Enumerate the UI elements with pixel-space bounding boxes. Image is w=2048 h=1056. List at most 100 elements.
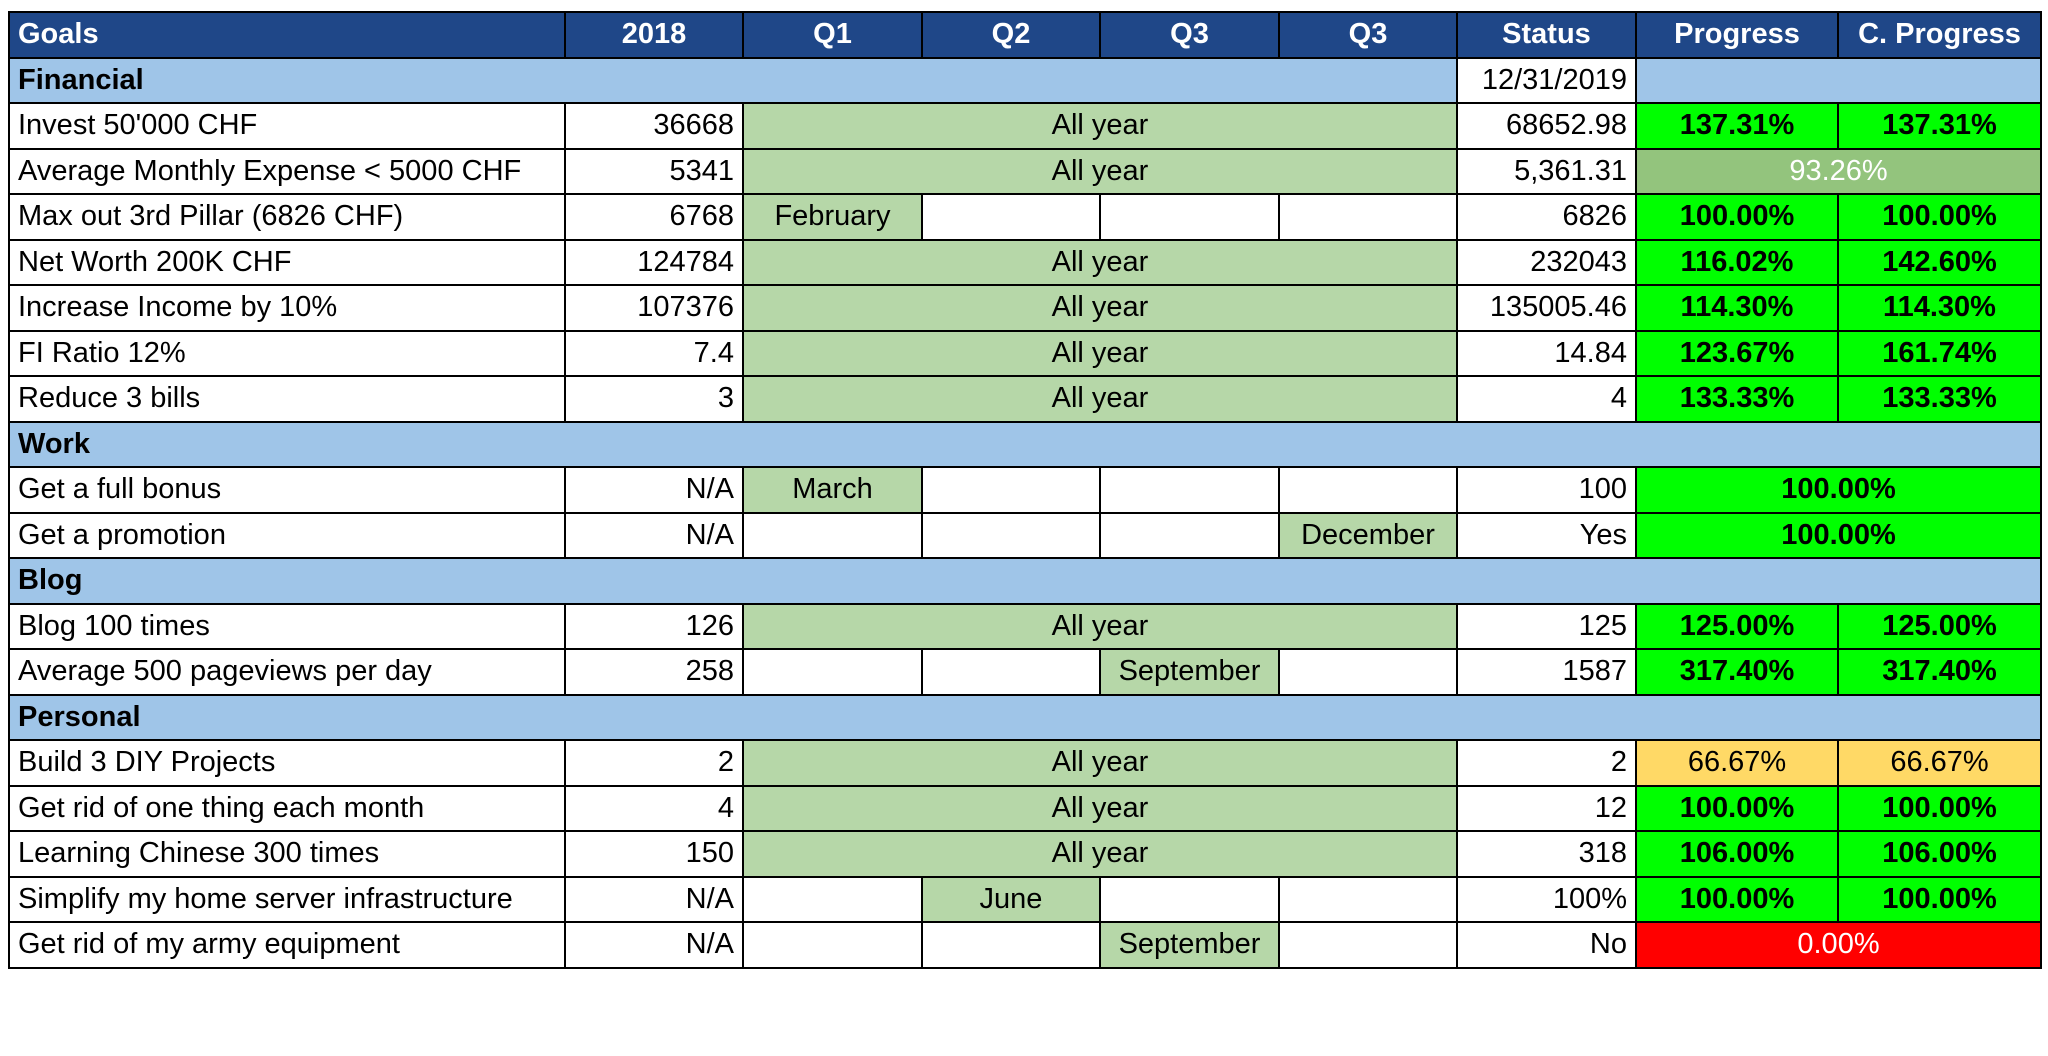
goal-cell[interactable]: Invest 50'000 CHF bbox=[8, 102, 566, 150]
q2-cell[interactable] bbox=[921, 921, 1101, 969]
period-cell[interactable]: All year bbox=[742, 739, 1458, 787]
year-2018-cell[interactable]: N/A bbox=[564, 466, 744, 514]
status-cell[interactable]: 4 bbox=[1456, 375, 1637, 423]
status-cell[interactable]: 2 bbox=[1456, 739, 1637, 787]
goal-cell[interactable]: Net Worth 200K CHF bbox=[8, 238, 566, 286]
progress-cell[interactable]: 114.30% bbox=[1635, 284, 1839, 332]
q1-cell[interactable] bbox=[742, 921, 923, 969]
q4-cell[interactable]: December bbox=[1278, 511, 1458, 559]
goal-cell[interactable]: FI Ratio 12% bbox=[8, 329, 566, 377]
year-2018-cell[interactable]: 258 bbox=[564, 648, 744, 696]
period-cell[interactable]: All year bbox=[742, 784, 1458, 832]
status-cell[interactable]: 125 bbox=[1456, 602, 1637, 650]
q3-cell[interactable] bbox=[1099, 511, 1280, 559]
q3-cell[interactable] bbox=[1099, 466, 1280, 514]
c-progress-cell[interactable]: 114.30% bbox=[1837, 284, 2042, 332]
goal-cell[interactable]: Build 3 DIY Projects bbox=[8, 739, 566, 787]
status-cell[interactable]: 6826 bbox=[1456, 193, 1637, 241]
year-2018-cell[interactable]: N/A bbox=[564, 875, 744, 923]
status-cell[interactable]: 318 bbox=[1456, 830, 1637, 878]
progress-cell[interactable]: 100.00% bbox=[1635, 193, 1839, 241]
header-q2[interactable]: Q2 bbox=[921, 11, 1101, 59]
goal-cell[interactable]: Simplify my home server infrastructure bbox=[8, 875, 566, 923]
status-cell[interactable]: 135005.46 bbox=[1456, 284, 1637, 332]
status-cell[interactable]: 100% bbox=[1456, 875, 1637, 923]
goal-cell[interactable]: Get a promotion bbox=[8, 511, 566, 559]
q1-cell[interactable]: February bbox=[742, 193, 923, 241]
goal-cell[interactable]: Get rid of one thing each month bbox=[8, 784, 566, 832]
q3-cell[interactable] bbox=[1099, 875, 1280, 923]
progress-cell[interactable]: 100.00% bbox=[1635, 875, 1839, 923]
q1-cell[interactable] bbox=[742, 648, 923, 696]
c-progress-cell[interactable]: 137.31% bbox=[1837, 102, 2042, 150]
q3-cell[interactable]: September bbox=[1099, 921, 1280, 969]
progress-cell[interactable]: 0.00% bbox=[1635, 921, 2042, 969]
status-cell[interactable]: Yes bbox=[1456, 511, 1637, 559]
c-progress-cell[interactable]: 106.00% bbox=[1837, 830, 2042, 878]
status-cell[interactable]: 14.84 bbox=[1456, 329, 1637, 377]
progress-cell[interactable]: 116.02% bbox=[1635, 238, 1839, 286]
goal-cell[interactable]: Increase Income by 10% bbox=[8, 284, 566, 332]
header-status[interactable]: Status bbox=[1456, 11, 1637, 59]
section-title-financial[interactable]: Financial bbox=[8, 56, 1458, 104]
q4-cell[interactable] bbox=[1278, 648, 1458, 696]
progress-cell[interactable]: 123.67% bbox=[1635, 329, 1839, 377]
progress-cell[interactable]: 66.67% bbox=[1635, 739, 1839, 787]
year-2018-cell[interactable]: 126 bbox=[564, 602, 744, 650]
period-cell[interactable]: All year bbox=[742, 602, 1458, 650]
goal-cell[interactable]: Average 500 pageviews per day bbox=[8, 648, 566, 696]
period-cell[interactable]: All year bbox=[742, 375, 1458, 423]
year-2018-cell[interactable]: N/A bbox=[564, 511, 744, 559]
q2-cell[interactable]: June bbox=[921, 875, 1101, 923]
q4-cell[interactable] bbox=[1278, 875, 1458, 923]
status-cell[interactable]: No bbox=[1456, 921, 1637, 969]
progress-cell[interactable]: 125.00% bbox=[1635, 602, 1839, 650]
progress-cell[interactable]: 106.00% bbox=[1635, 830, 1839, 878]
c-progress-cell[interactable]: 100.00% bbox=[1837, 193, 2042, 241]
c-progress-cell[interactable]: 100.00% bbox=[1837, 875, 2042, 923]
period-cell[interactable]: All year bbox=[742, 102, 1458, 150]
year-2018-cell[interactable]: 4 bbox=[564, 784, 744, 832]
header-goals[interactable]: Goals bbox=[8, 11, 566, 59]
period-cell[interactable]: All year bbox=[742, 284, 1458, 332]
period-cell[interactable]: All year bbox=[742, 238, 1458, 286]
goal-cell[interactable]: Learning Chinese 300 times bbox=[8, 830, 566, 878]
section-date[interactable]: 12/31/2019 bbox=[1456, 56, 1637, 104]
q4-cell[interactable] bbox=[1278, 193, 1458, 241]
q1-cell[interactable]: March bbox=[742, 466, 923, 514]
goal-cell[interactable]: Get rid of my army equipment bbox=[8, 921, 566, 969]
c-progress-cell[interactable]: 125.00% bbox=[1837, 602, 2042, 650]
goal-cell[interactable]: Blog 100 times bbox=[8, 602, 566, 650]
header-c-progress[interactable]: C. Progress bbox=[1837, 11, 2042, 59]
section-title-work[interactable]: Work bbox=[8, 420, 2042, 468]
progress-cell[interactable]: 317.40% bbox=[1635, 648, 1839, 696]
year-2018-cell[interactable]: 7.4 bbox=[564, 329, 744, 377]
c-progress-cell[interactable]: 133.33% bbox=[1837, 375, 2042, 423]
year-2018-cell[interactable]: 107376 bbox=[564, 284, 744, 332]
status-cell[interactable]: 1587 bbox=[1456, 648, 1637, 696]
year-2018-cell[interactable]: 2 bbox=[564, 739, 744, 787]
status-cell[interactable]: 100 bbox=[1456, 466, 1637, 514]
period-cell[interactable]: All year bbox=[742, 329, 1458, 377]
progress-cell[interactable]: 100.00% bbox=[1635, 466, 2042, 514]
status-cell[interactable]: 68652.98 bbox=[1456, 102, 1637, 150]
section-blank-cell[interactable] bbox=[1635, 56, 2042, 104]
status-cell[interactable]: 5,361.31 bbox=[1456, 147, 1637, 195]
c-progress-cell[interactable]: 100.00% bbox=[1837, 784, 2042, 832]
q2-cell[interactable] bbox=[921, 193, 1101, 241]
progress-cell[interactable]: 100.00% bbox=[1635, 511, 2042, 559]
goal-cell[interactable]: Max out 3rd Pillar (6826 CHF) bbox=[8, 193, 566, 241]
progress-cell[interactable]: 133.33% bbox=[1635, 375, 1839, 423]
c-progress-cell[interactable]: 161.74% bbox=[1837, 329, 2042, 377]
progress-cell[interactable]: 100.00% bbox=[1635, 784, 1839, 832]
q2-cell[interactable] bbox=[921, 511, 1101, 559]
q1-cell[interactable] bbox=[742, 875, 923, 923]
year-2018-cell[interactable]: 124784 bbox=[564, 238, 744, 286]
header-q3[interactable]: Q3 bbox=[1099, 11, 1280, 59]
q4-cell[interactable] bbox=[1278, 921, 1458, 969]
year-2018-cell[interactable]: N/A bbox=[564, 921, 744, 969]
q1-cell[interactable] bbox=[742, 511, 923, 559]
section-title-personal[interactable]: Personal bbox=[8, 693, 2042, 741]
header-progress[interactable]: Progress bbox=[1635, 11, 1839, 59]
goal-cell[interactable]: Average Monthly Expense < 5000 CHF bbox=[8, 147, 566, 195]
